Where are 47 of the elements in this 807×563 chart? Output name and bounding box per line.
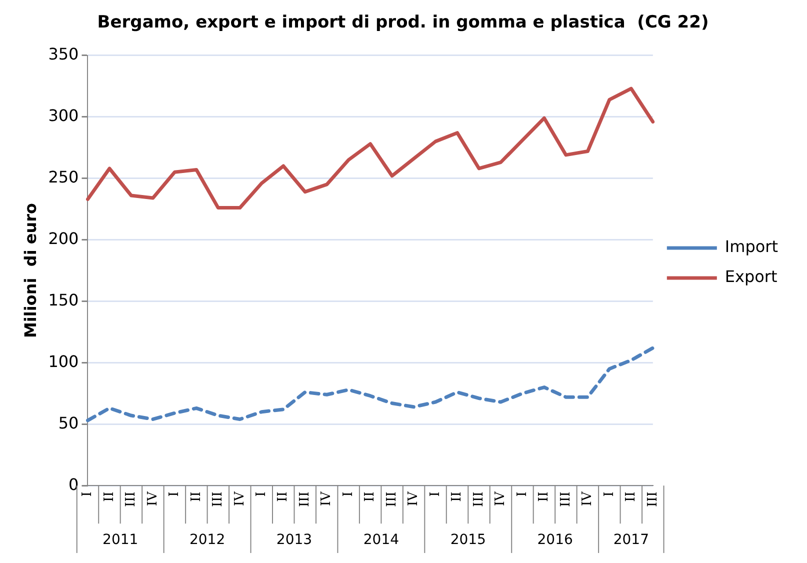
x-tick-label: II [188,492,204,502]
x-tick-label: II [536,492,552,502]
text: 2011 [102,532,138,548]
x-tick-label: IV [319,490,334,506]
x-tick-label: I [254,492,270,497]
x-tick-label: I [428,492,443,497]
x-tick-label: I [340,492,356,497]
chart-title: Bergamo, export e import di prod. in gomma e plastica (CG 22) [97,12,709,33]
y-tick-label: 0 [68,474,79,494]
x-tick-label: I [514,492,530,497]
y-tick-label: 100 [48,352,79,371]
x-tick-label: I [602,492,617,497]
x-tick-label: IV [493,490,508,506]
x-tick-label: III [210,492,226,507]
x-tick-label: I [80,492,96,497]
x-tick-label: II [362,492,378,502]
x-tick-label: IV [145,490,160,506]
x-tick-label: II [102,492,117,502]
x-tick-label: III [558,492,574,507]
text: 2017 [613,532,649,548]
x-tick-label: IV [406,490,422,506]
y-tick-label: 150 [48,290,79,310]
x-tick-label: IV [232,490,248,506]
x-tick-label: II [276,492,291,502]
x-tick-label: II [450,492,465,502]
y-tick-label: 50 [58,413,79,432]
x-tick-label: IV [580,490,596,506]
y-tick-label: 200 [48,228,79,248]
x-tick-label: III [471,492,486,507]
text: 2016 [537,532,573,548]
text: 2014 [363,532,400,548]
x-tick-label: I [167,492,182,497]
y-tick-label: 350 [48,44,79,64]
text: 2012 [189,532,226,548]
x-tick-label: III [124,492,139,507]
x-tick-label: III [645,492,660,507]
text: 2013 [276,532,312,548]
x-tick-label: III [384,492,400,507]
y-axis-title: Milioni di euro [20,202,40,338]
x-tick-label: III [297,492,312,507]
y-tick-label: 300 [48,106,79,126]
y-tick-label: 250 [48,167,79,186]
x-tick-label: II [624,492,639,502]
text: 2015 [450,532,486,548]
legend-label: Export [724,267,778,286]
legend-label: Import [724,237,778,256]
line-series [86,346,655,422]
